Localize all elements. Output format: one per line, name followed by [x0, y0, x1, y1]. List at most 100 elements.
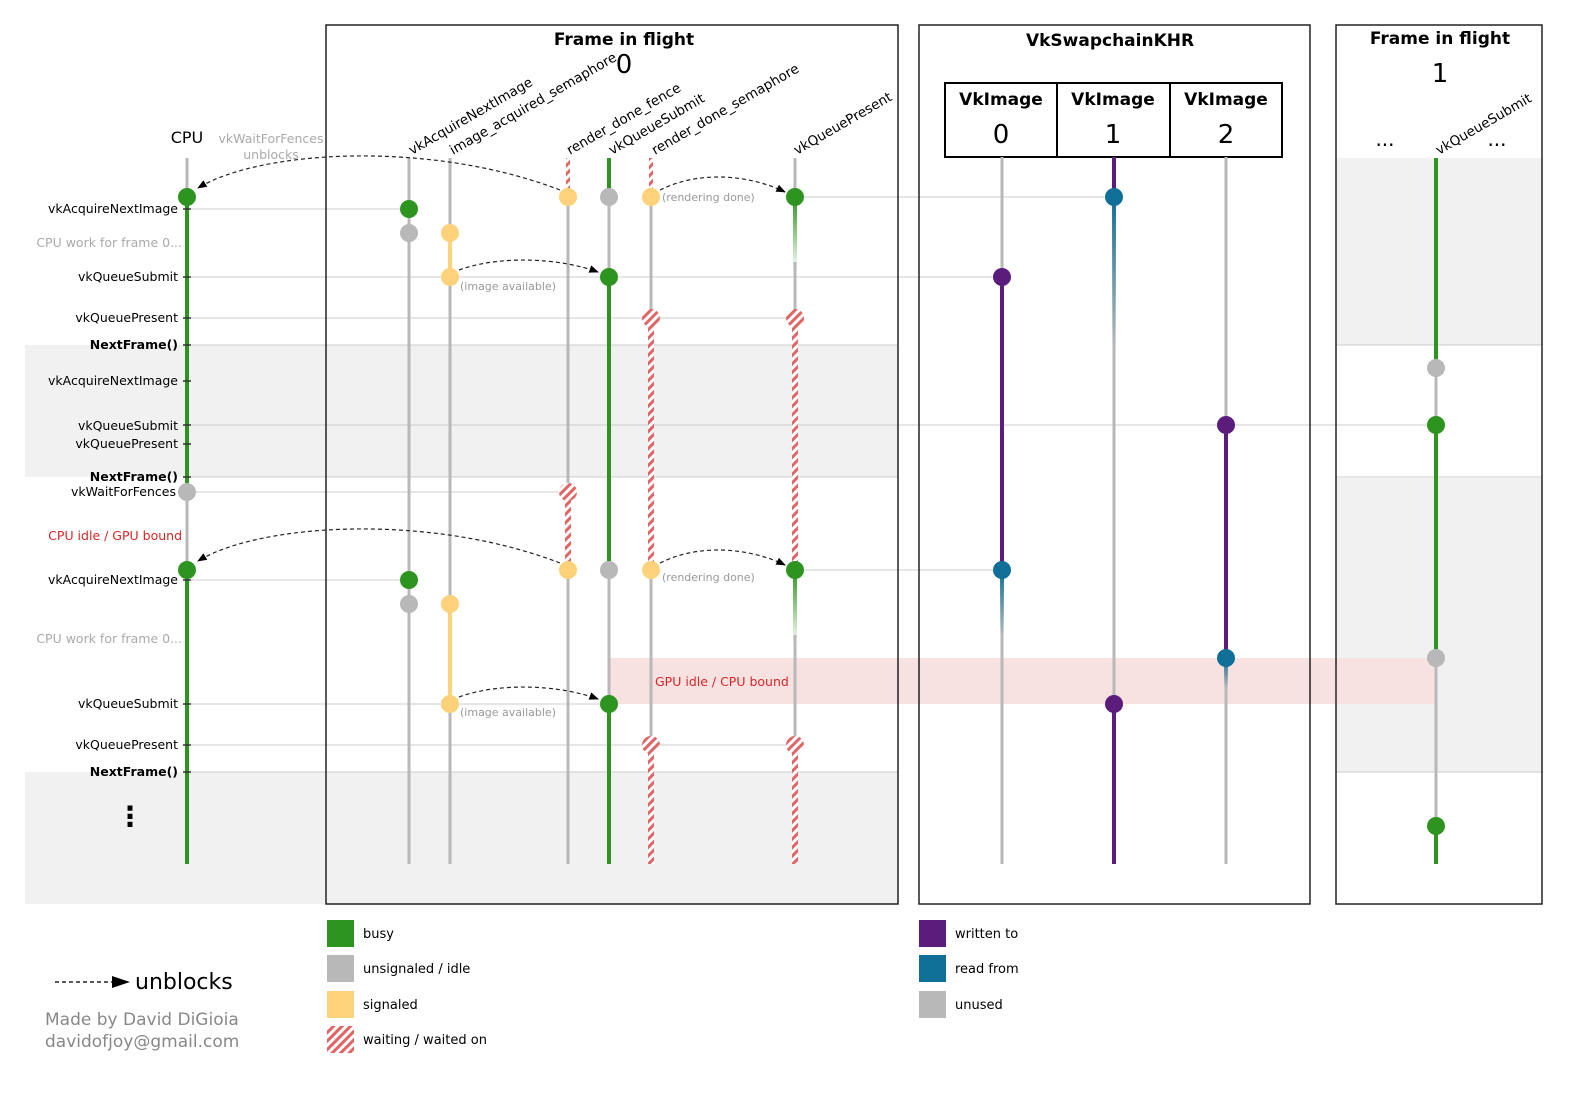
vkimage-index: 0 [993, 120, 1010, 150]
cpu-row-label: vkAcquireNextImage [48, 201, 178, 216]
idle-dot [400, 224, 418, 242]
cpu-row-label: vkAcquireNextImage [48, 373, 178, 388]
waiting-dot [642, 736, 660, 754]
written-dot [1105, 695, 1123, 713]
busy-dot [400, 571, 418, 589]
render-done-semaphore-column [642, 158, 660, 864]
read-dot [993, 561, 1011, 579]
read-dot [1105, 188, 1123, 206]
vkimage-index: 2 [1218, 120, 1235, 150]
image-acquired-semaphore-column [441, 158, 459, 864]
legend-right: written to read from unused [919, 920, 1019, 1018]
credit-line1: Made by David DiGioia [45, 1010, 239, 1030]
idle-dot [600, 561, 618, 579]
busy-dot [786, 188, 804, 206]
legend-swatch-unused [919, 991, 946, 1018]
legend-label: busy [363, 927, 394, 942]
row-guides [187, 196, 1542, 773]
frame0-index: 0 [616, 50, 633, 80]
rendering-done-note: (rendering done) [662, 191, 755, 204]
queue-submit-column [600, 158, 618, 864]
shade-band [25, 772, 898, 904]
vkimage0-column [993, 157, 1011, 864]
unblock-arrow [458, 259, 599, 273]
legend-swatch-signaled [327, 991, 354, 1018]
cpu-row-label: vkQueuePresent [75, 737, 178, 752]
idle-dot [1427, 649, 1445, 667]
cpu-idle-dot [178, 483, 196, 501]
cpu-row-label: vkQueueSubmit [78, 696, 178, 711]
frame0-column-labels: vkAcquireNextImage image_acquired_semaph… [406, 50, 895, 159]
vkimage-title: VkImage [959, 90, 1043, 110]
unblocks-label: unblocks [135, 970, 233, 995]
frame0-title: Frame in flight [554, 30, 694, 50]
waiting-dot [559, 483, 577, 501]
waiting-dot [642, 309, 660, 327]
cpu-row-label: vkAcquireNextImage [48, 572, 178, 587]
signaled-dot [642, 561, 660, 579]
wait-note-line1: vkWaitForFences [219, 131, 324, 146]
idle-dot [400, 595, 418, 613]
cpu-row-label: vkWaitForFences [71, 484, 176, 499]
queue-present-column [786, 158, 804, 864]
read-dot [1217, 649, 1235, 667]
written-dot [1217, 416, 1235, 434]
shade-band [1336, 158, 1542, 345]
signaled-dot [441, 695, 459, 713]
render-done-fence-column [559, 158, 577, 864]
cpu-row-label: vkQueuePresent [75, 310, 178, 325]
cpu-row-label: CPU work for frame 0... [36, 631, 182, 646]
legend-left: busy unsignaled / idle signaled waiting … [327, 920, 487, 1053]
credit: Made by David DiGioia davidofjoy@gmail.c… [45, 1010, 239, 1052]
cpu-row-label: NextFrame() [90, 764, 178, 779]
legend-swatch-waiting [327, 1026, 354, 1053]
unblock-arrow [197, 155, 561, 191]
cpu-busy-dot [178, 561, 196, 579]
frame1-index: 1 [1432, 59, 1449, 89]
unblock-arrow [659, 549, 786, 566]
acquire-column [400, 158, 418, 864]
swapchain-title: VkSwapchainKHR [1026, 31, 1194, 51]
unblocks-legend: unblocks [55, 970, 233, 995]
busy-dot [1427, 416, 1445, 434]
signaled-dot [559, 561, 577, 579]
shade-band [25, 345, 898, 477]
written-dot [993, 268, 1011, 286]
legend-label: written to [955, 927, 1018, 942]
unblock-arrow [458, 686, 599, 700]
shade-bands [25, 158, 1542, 904]
legend-swatch-busy [327, 920, 354, 947]
cpu-labels: CPU vkWaitForFences unblocks vkAcquireNe… [36, 128, 323, 833]
vkimage-title: VkImage [1071, 90, 1155, 110]
waiting-dot [786, 736, 804, 754]
frame1-panel [1335, 24, 1543, 905]
cpu-ticks [183, 208, 191, 773]
panels [325, 24, 1543, 905]
gpu-idle-band [610, 658, 1436, 704]
cpu-row-label: NextFrame() [90, 469, 178, 484]
busy-dot [1427, 817, 1445, 835]
legend-swatch-idle [327, 955, 354, 982]
unblock-arrow [197, 528, 561, 564]
frame0-notes: (rendering done) (image available) (rend… [460, 191, 789, 719]
idle-dot [600, 188, 618, 206]
legend-label: signaled [363, 998, 418, 1013]
busy-dot [600, 695, 618, 713]
rendering-done-note: (rendering done) [662, 571, 755, 584]
signaled-dot [441, 224, 459, 242]
vkimage-title: VkImage [1184, 90, 1268, 110]
signaled-dot [559, 188, 577, 206]
frame1-submit-column [1427, 158, 1445, 864]
credit-line2: davidofjoy@gmail.com [45, 1032, 239, 1052]
shade-band [1336, 478, 1542, 772]
unblock-arrow [659, 176, 786, 193]
legend-label: unsignaled / idle [363, 962, 470, 977]
wait-note-line2: unblocks [243, 147, 299, 162]
waiting-dot [786, 309, 804, 327]
cpu-title: CPU [171, 128, 204, 147]
image-available-note: (image available) [460, 280, 556, 293]
idle-dot [1427, 359, 1445, 377]
frame0-header: Frame in flight 0 [554, 30, 694, 80]
cpu-ellipsis: ⋮ [116, 800, 144, 833]
